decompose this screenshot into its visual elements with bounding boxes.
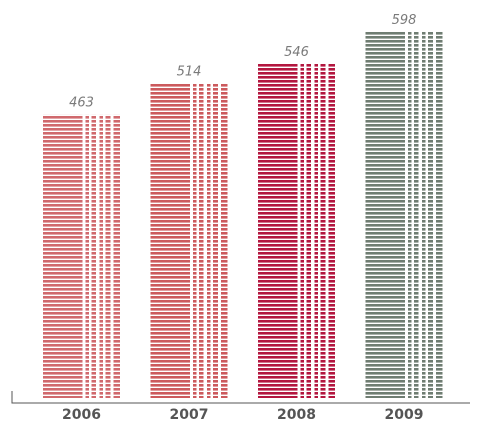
bar-gap (405, 32, 408, 398)
bar-gap (196, 83, 199, 398)
bar-gap (96, 114, 100, 398)
bar-fill-2006 (43, 114, 120, 398)
bar-gap (433, 32, 436, 398)
value-label-2007: 514 (177, 64, 202, 79)
bar-2008 (258, 63, 335, 399)
bar-gap (190, 83, 193, 398)
bar-gap (210, 83, 213, 398)
value-label-2009: 598 (392, 13, 417, 28)
bar-gap (318, 63, 321, 399)
value-label-2006: 463 (69, 96, 94, 111)
bar-fill-2008 (258, 63, 335, 399)
bar-2007 (150, 83, 228, 398)
value-labels-group: 463 514 546 598 (69, 13, 416, 111)
bar-fill-2009 (365, 32, 443, 398)
bar-gap (418, 32, 422, 398)
bar-gap (203, 83, 207, 398)
bar-gap (311, 63, 315, 399)
x-axis (11, 391, 470, 404)
bar-gap (218, 83, 221, 398)
bar-gap (425, 32, 428, 398)
x-tick-label-2008: 2008 (277, 407, 316, 423)
bar-gap (110, 114, 114, 398)
bar-gap (89, 114, 92, 398)
x-tick-label-2009: 2009 (385, 407, 424, 423)
bar-2009 (365, 32, 443, 398)
bar-gap (297, 63, 301, 399)
bar-fill-2007 (150, 83, 228, 398)
x-axis-line (11, 391, 470, 404)
x-tick-label-2006: 2006 (62, 407, 101, 423)
bar-gap (82, 114, 86, 398)
bar-gap (411, 32, 414, 398)
x-tick-labels-group: 2006 2007 2008 2009 (62, 407, 423, 423)
bar-2006 (43, 114, 120, 398)
bars-group (43, 32, 443, 399)
bar-gap (325, 63, 329, 399)
bar-gap (103, 114, 106, 398)
bar-gap (304, 63, 307, 399)
x-tick-label-2007: 2007 (170, 407, 209, 423)
value-label-2008: 546 (284, 45, 309, 60)
